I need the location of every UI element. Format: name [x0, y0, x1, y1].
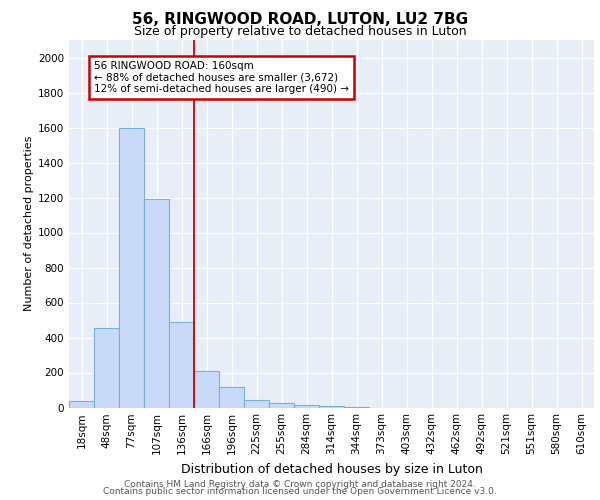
Bar	[169, 322, 194, 408]
Bar	[194, 371, 219, 408]
Bar	[94, 328, 119, 407]
Bar	[294, 405, 319, 407]
Text: 56 RINGWOOD ROAD: 160sqm
← 88% of detached houses are smaller (3,672)
12% of sem: 56 RINGWOOD ROAD: 160sqm ← 88% of detach…	[94, 61, 349, 94]
Text: 56, RINGWOOD ROAD, LUTON, LU2 7BG: 56, RINGWOOD ROAD, LUTON, LU2 7BG	[132, 12, 468, 28]
Bar	[144, 200, 169, 408]
Text: Size of property relative to detached houses in Luton: Size of property relative to detached ho…	[134, 25, 466, 38]
Bar	[119, 128, 144, 407]
Bar	[69, 402, 94, 407]
Text: Contains HM Land Registry data © Crown copyright and database right 2024.: Contains HM Land Registry data © Crown c…	[124, 480, 476, 489]
Bar	[319, 406, 344, 407]
Bar	[244, 400, 269, 407]
Bar	[269, 403, 294, 407]
Bar	[219, 386, 244, 407]
Text: Contains public sector information licensed under the Open Government Licence v3: Contains public sector information licen…	[103, 488, 497, 496]
X-axis label: Distribution of detached houses by size in Luton: Distribution of detached houses by size …	[181, 463, 482, 476]
Bar	[344, 406, 369, 408]
Y-axis label: Number of detached properties: Number of detached properties	[24, 136, 34, 312]
